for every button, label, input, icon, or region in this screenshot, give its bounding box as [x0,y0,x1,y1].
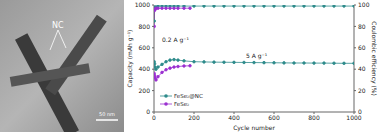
svg-text:400: 400 [228,114,240,121]
svg-text:0: 0 [358,108,362,115]
svg-text:40: 40 [358,65,366,72]
svg-text:200: 200 [139,87,151,94]
html-text:FeSe₂@NC: FeSe₂@NC [174,93,203,99]
svg-text:Capacity (mAh g⁻¹): Capacity (mAh g⁻¹) [126,30,134,88]
svg-text:800: 800 [139,23,151,30]
html-text:0.2 A g⁻¹: 0.2 A g⁻¹ [162,36,189,43]
svg-text:60: 60 [358,44,366,51]
svg-text:0: 0 [152,114,156,121]
svg-text:200: 200 [188,114,200,121]
svg-text:400: 400 [139,65,151,72]
html-text:5 A g⁻¹: 5 A g⁻¹ [246,52,268,59]
svg-text:100: 100 [358,1,370,8]
svg-text:600: 600 [139,44,151,51]
svg-text:0: 0 [146,108,150,115]
svg-text:Coulombic efficiency (%): Coulombic efficiency (%) [370,21,371,96]
svg-text:1000: 1000 [135,1,150,8]
svg-text:800: 800 [308,114,320,121]
svg-text:80: 80 [358,23,366,30]
svg-text:600: 600 [268,114,280,121]
svg-text:Cycle number: Cycle number [233,124,275,132]
html-text:FeSe₂: FeSe₂ [174,101,190,107]
svg-text:50 nm: 50 nm [99,111,115,117]
svg-text:20: 20 [358,87,366,94]
svg-text:NC: NC [52,21,64,30]
svg-text:1000: 1000 [346,114,361,121]
